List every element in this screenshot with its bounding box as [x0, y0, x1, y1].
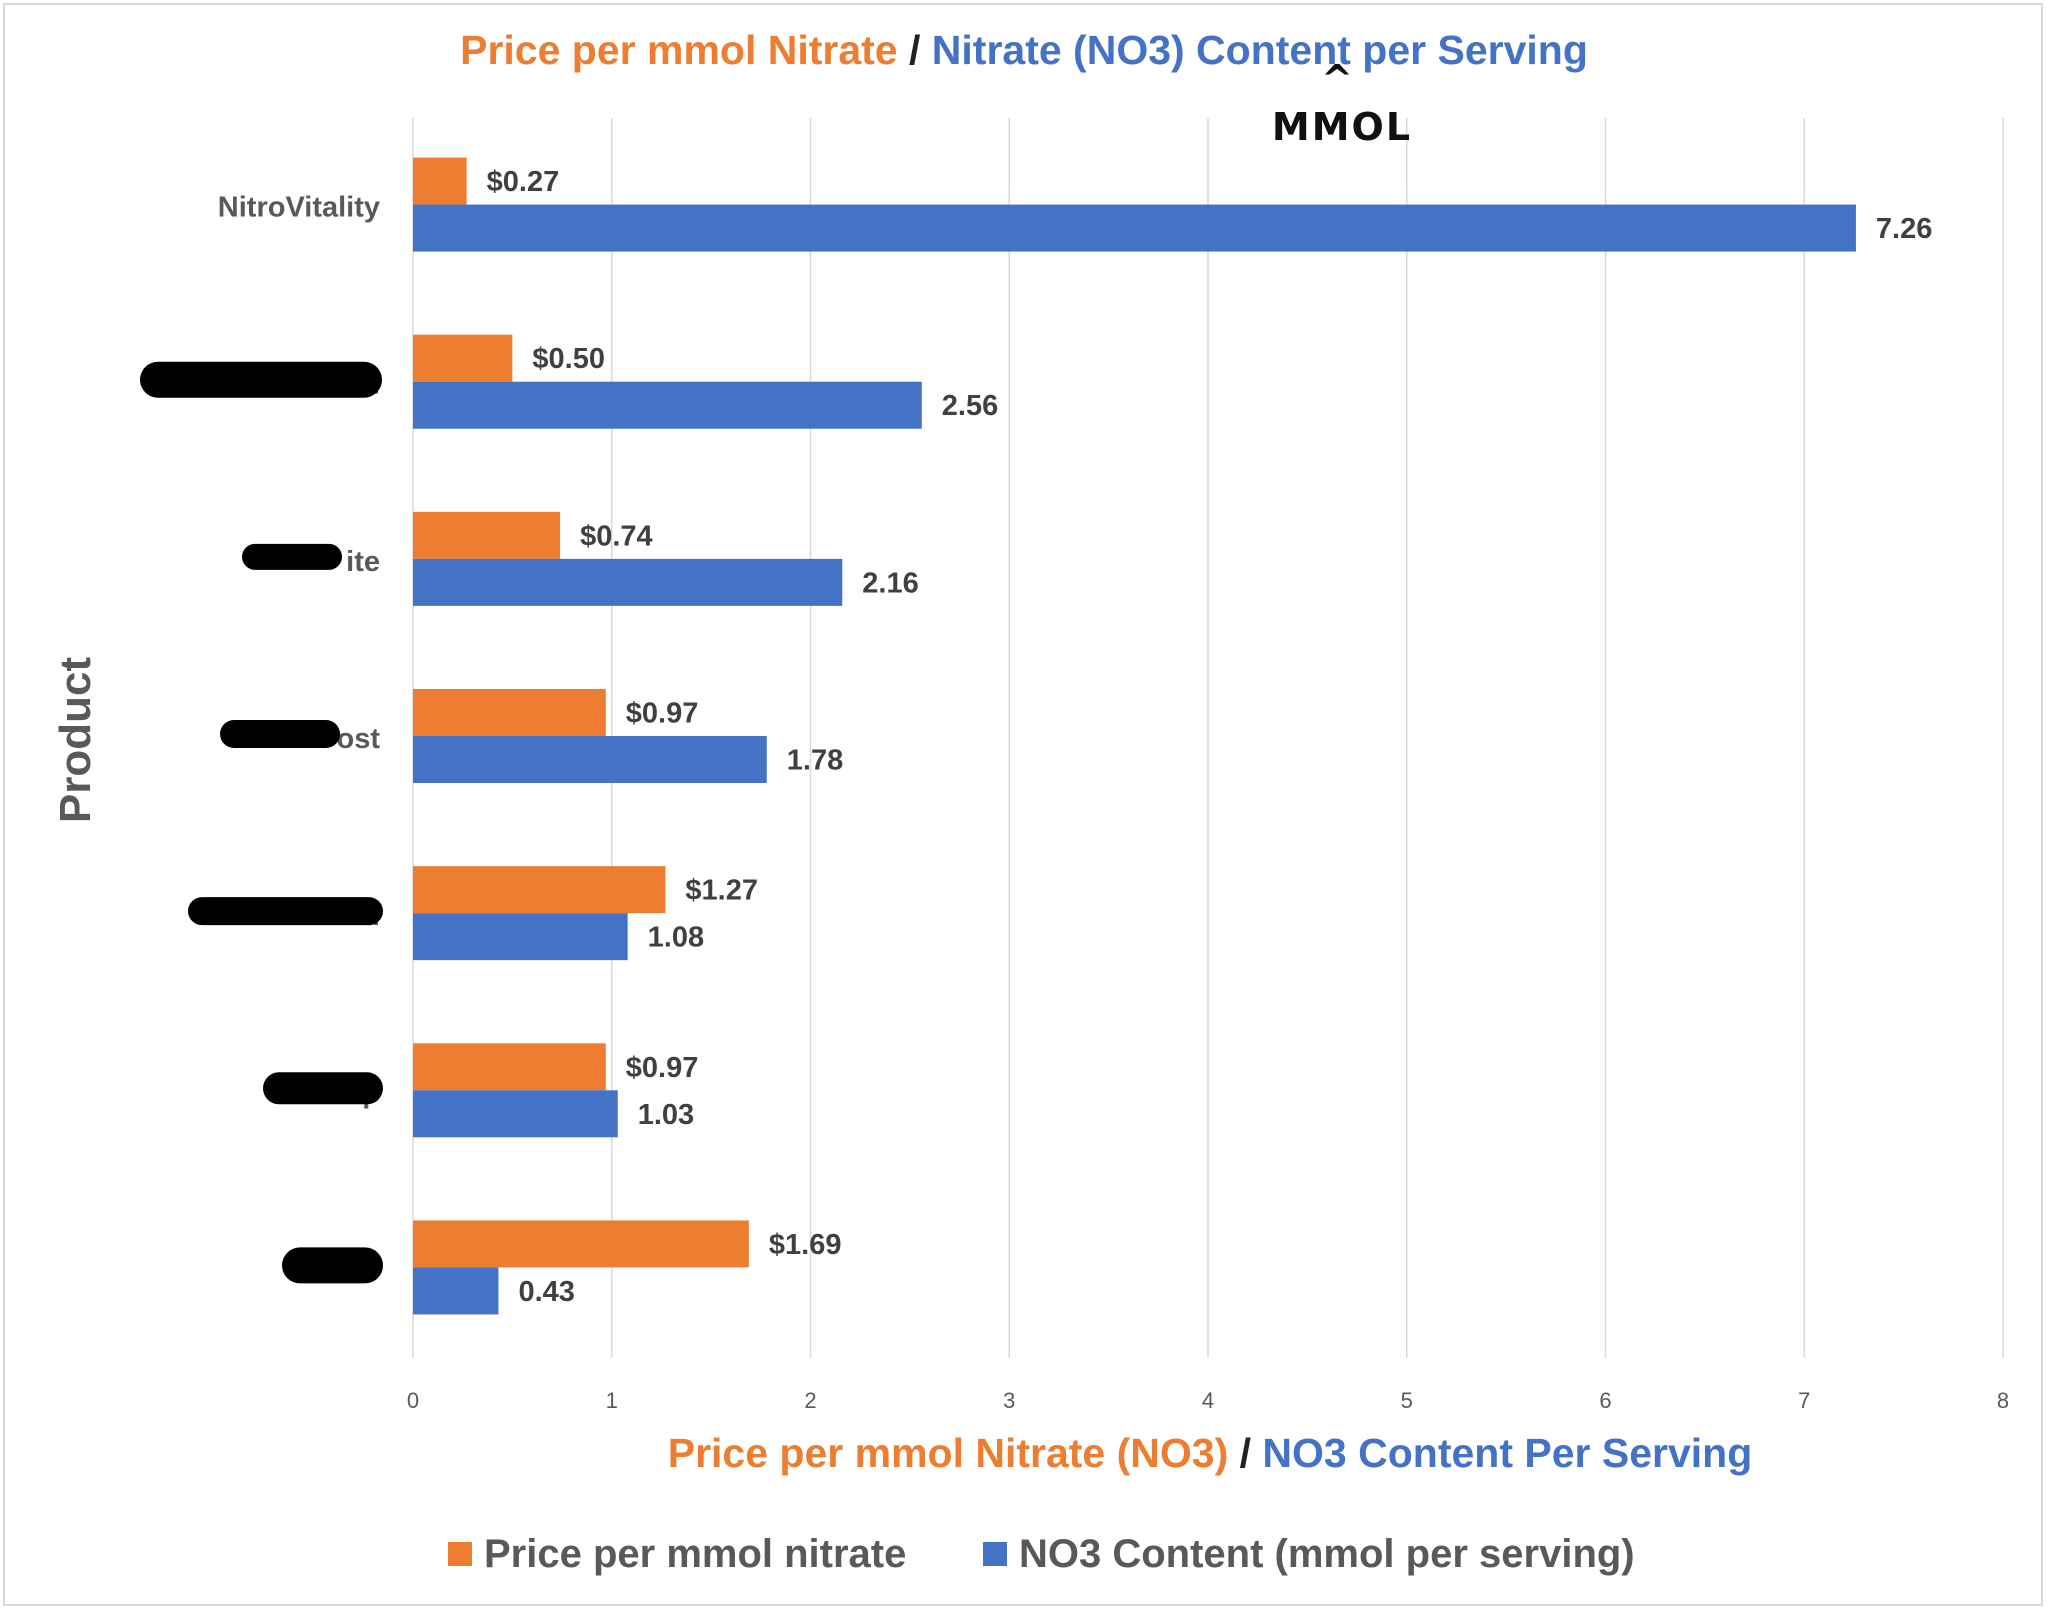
- data-label-no3: 7.26: [1876, 213, 1932, 245]
- y-axis-title: Product: [51, 657, 100, 824]
- data-label-no3: 1.03: [638, 1099, 694, 1131]
- x-axis-title-part: NO3 Content Per Serving: [1262, 1430, 1752, 1476]
- category-label: ost: [337, 723, 381, 755]
- data-label-price: $1.69: [769, 1229, 842, 1261]
- bar-no3: [413, 204, 1856, 252]
- x-axis-title-part: /: [1228, 1430, 1262, 1476]
- bar-price: [413, 1220, 749, 1268]
- annotation-caret: ^: [1321, 57, 1355, 101]
- bar-no3: [413, 381, 922, 429]
- x-tick-label: 5: [1401, 1388, 1413, 1413]
- data-label-no3: 1.78: [787, 745, 843, 777]
- bar-no3: [413, 1090, 618, 1138]
- data-label-price: $0.97: [626, 1052, 699, 1084]
- x-tick-label: 3: [1003, 1388, 1015, 1413]
- x-tick-label: 8: [1997, 1388, 2009, 1413]
- x-tick-label: 4: [1202, 1388, 1214, 1413]
- legend-label-no3: NO3 Content (mmol per serving): [1019, 1532, 1635, 1576]
- x-tick-label: 1: [606, 1388, 618, 1413]
- category-label: NitroVitality: [218, 192, 380, 224]
- bar-price: [413, 866, 666, 914]
- data-label-price: $0.74: [580, 520, 653, 552]
- redaction-mark: [140, 361, 382, 398]
- redaction-marks: [140, 361, 383, 1284]
- chart-frame: [3, 3, 2043, 1606]
- redaction-mark: [242, 543, 342, 570]
- chart-title: Price per mmol Nitrate / Nitrate (NO3) C…: [460, 27, 1588, 73]
- annotation-text: MMOL: [1272, 105, 1412, 149]
- redaction-mark: [282, 1247, 383, 1284]
- data-label-price: $0.50: [532, 343, 605, 375]
- bar-no3: [413, 913, 628, 961]
- x-tick-label: 0: [407, 1388, 419, 1413]
- bar-price: [413, 511, 561, 559]
- data-label-price: $1.27: [685, 875, 758, 907]
- x-tick-label: 6: [1599, 1388, 1611, 1413]
- category-label: ite: [346, 546, 380, 578]
- legend: Price per mmol nitrate NO3 Content (mmol…: [448, 1532, 1635, 1576]
- data-label-price: $0.27: [487, 166, 560, 198]
- x-tick-label: 2: [804, 1388, 816, 1413]
- redaction-mark: [188, 897, 383, 926]
- data-label-price: $0.97: [626, 698, 699, 730]
- x-tick-labels: 0 1 2 3 4 5 6 7 8: [407, 1388, 2009, 1413]
- data-labels: $0.27 7.26 $0.50 2.56 $0.74 2.16 $0.97 1.78 $1.2…: [487, 166, 1933, 1308]
- redaction-mark: [263, 1072, 383, 1105]
- bar-price: [413, 157, 467, 205]
- legend-item-no3: NO3 Content (mmol per serving): [983, 1532, 1635, 1576]
- legend-swatch-price: [448, 1542, 472, 1566]
- x-tick-label: 7: [1798, 1388, 1810, 1413]
- data-label-no3: 0.43: [518, 1276, 574, 1308]
- x-axis-title: Price per mmol Nitrate (NO3) / NO3 Conte…: [668, 1430, 1753, 1476]
- bar-no3: [413, 558, 843, 606]
- chart-title-part: /: [898, 27, 932, 73]
- legend-item-price: Price per mmol nitrate: [448, 1532, 906, 1576]
- bar-price: [413, 689, 606, 736]
- handwritten-annotation: ^ MMOL: [1272, 57, 1412, 149]
- redaction-mark: [220, 720, 340, 748]
- chart-title-part: Price per mmol Nitrate: [460, 27, 898, 73]
- bar-no3: [413, 1267, 499, 1315]
- legend-swatch-no3: [983, 1542, 1007, 1566]
- legend-label-price: Price per mmol nitrate: [484, 1532, 906, 1576]
- data-label-no3: 1.08: [648, 922, 704, 954]
- gridlines: [412, 118, 2004, 1358]
- chart-title-part: Nitrate (NO3) Content per Serving: [932, 27, 1588, 73]
- bar-price: [413, 1043, 606, 1091]
- bars: [413, 157, 1856, 1315]
- x-axis-title-part: Price per mmol Nitrate (NO3): [668, 1430, 1229, 1476]
- bar-no3: [413, 736, 767, 783]
- data-label-no3: 2.56: [942, 390, 998, 422]
- data-label-no3: 2.16: [862, 567, 918, 599]
- bar-price: [413, 334, 513, 382]
